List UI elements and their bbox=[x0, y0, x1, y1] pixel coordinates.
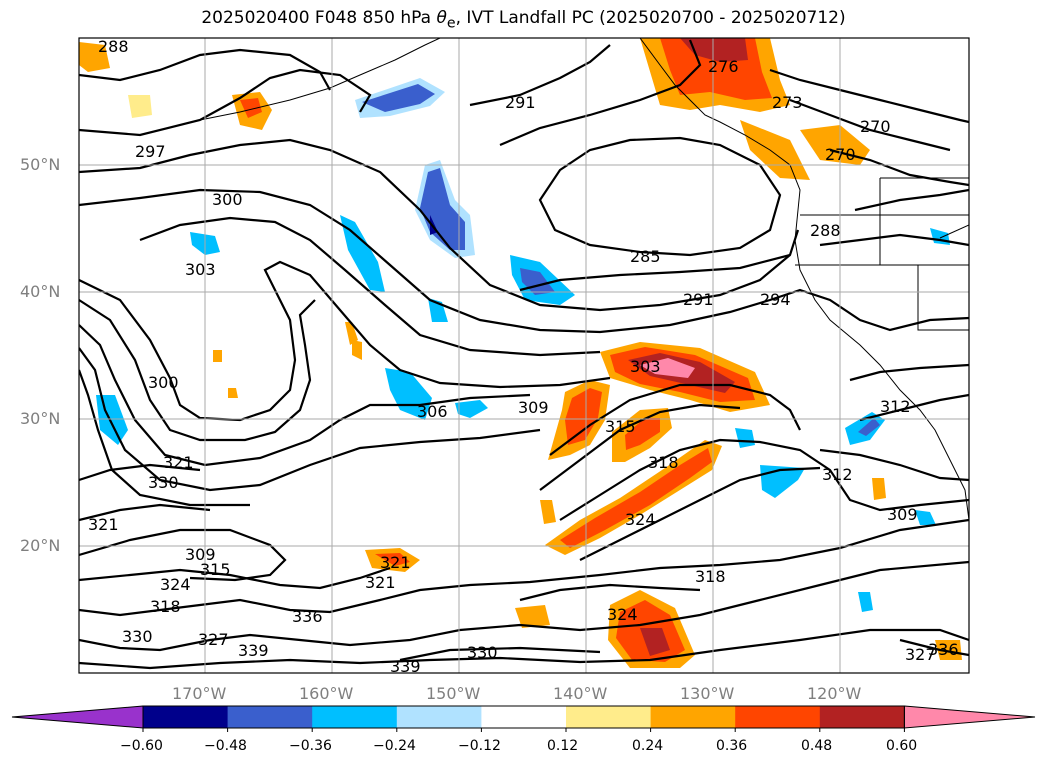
svg-text:297: 297 bbox=[135, 142, 166, 161]
colorbar-tick-label: 0.60 bbox=[886, 738, 918, 754]
lat-label-50: 50°N bbox=[20, 155, 61, 174]
svg-text:312: 312 bbox=[822, 465, 853, 484]
svg-text:270: 270 bbox=[825, 145, 856, 164]
colorbar-segment bbox=[143, 706, 229, 728]
svg-text:309: 309 bbox=[887, 505, 918, 524]
svg-text:306: 306 bbox=[417, 402, 448, 421]
colorbar-segment bbox=[481, 706, 567, 728]
lon-label-130w: 130°W bbox=[680, 684, 735, 703]
svg-text:294: 294 bbox=[760, 290, 791, 309]
svg-text:309: 309 bbox=[185, 545, 216, 564]
svg-text:327: 327 bbox=[198, 630, 229, 649]
svg-text:336: 336 bbox=[928, 640, 959, 659]
graticule bbox=[79, 38, 969, 673]
svg-text:315: 315 bbox=[200, 560, 231, 579]
colorbar-outline bbox=[142, 705, 905, 729]
colorbar-tick-label: −0.36 bbox=[289, 738, 332, 754]
svg-text:288: 288 bbox=[810, 221, 841, 240]
colorbar-tick-label: −0.24 bbox=[373, 738, 416, 754]
colorbar-tick-label: 0.48 bbox=[801, 738, 833, 754]
svg-text:315: 315 bbox=[605, 417, 636, 436]
map-frame bbox=[78, 37, 970, 674]
colorbar-extend-low bbox=[11, 705, 144, 729]
lon-label-150w: 150°W bbox=[426, 684, 481, 703]
lon-label-170w: 170°W bbox=[172, 684, 227, 703]
svg-text:303: 303 bbox=[185, 260, 216, 279]
svg-text:339: 339 bbox=[238, 641, 269, 660]
positive-patches bbox=[79, 38, 962, 668]
colorbar-segment bbox=[735, 706, 821, 728]
colorbar-segment bbox=[566, 706, 652, 728]
svg-text:321: 321 bbox=[88, 515, 119, 534]
colorbar-extend-high bbox=[903, 705, 1036, 729]
svg-text:270: 270 bbox=[860, 117, 891, 136]
svg-text:291: 291 bbox=[505, 93, 536, 112]
svg-text:324: 324 bbox=[607, 605, 638, 624]
svg-text:285: 285 bbox=[630, 247, 661, 266]
svg-text:330: 330 bbox=[148, 473, 179, 492]
map-title: 2025020400 F048 850 hPa θe, IVT Landfall… bbox=[201, 8, 846, 32]
lat-label-40: 40°N bbox=[20, 282, 61, 301]
lon-label-120w: 120°W bbox=[807, 684, 862, 703]
svg-text:291: 291 bbox=[683, 290, 714, 309]
contour-labels: 288 297 300 303 300 321 330 321 309 315 … bbox=[88, 37, 959, 676]
lon-label-160w: 160°W bbox=[299, 684, 354, 703]
colorbar-tick-label: 0.36 bbox=[716, 738, 748, 754]
colorbar-segment bbox=[819, 706, 905, 728]
svg-text:321: 321 bbox=[380, 553, 411, 572]
contours bbox=[79, 39, 969, 670]
svg-text:324: 324 bbox=[625, 510, 656, 529]
colorbar-segment bbox=[650, 706, 736, 728]
svg-text:300: 300 bbox=[148, 373, 179, 392]
colorbar-segment bbox=[312, 706, 398, 728]
colorbar bbox=[11, 705, 1036, 732]
lat-label-20: 20°N bbox=[20, 536, 61, 555]
svg-text:321: 321 bbox=[365, 573, 396, 592]
svg-text:318: 318 bbox=[695, 567, 726, 586]
svg-text:330: 330 bbox=[122, 627, 153, 646]
svg-text:324: 324 bbox=[160, 575, 191, 594]
svg-text:318: 318 bbox=[150, 597, 181, 616]
colorbar-segment bbox=[396, 706, 482, 728]
colorbar-tick-label: −0.60 bbox=[120, 738, 163, 754]
svg-text:312: 312 bbox=[880, 397, 911, 416]
colorbar-segment bbox=[227, 706, 313, 728]
svg-text:309: 309 bbox=[518, 398, 549, 417]
colorbar-tick-label: −0.48 bbox=[204, 738, 247, 754]
svg-text:327: 327 bbox=[905, 645, 936, 664]
svg-text:300: 300 bbox=[212, 190, 243, 209]
svg-text:339: 339 bbox=[390, 657, 421, 676]
lon-label-140w: 140°W bbox=[553, 684, 608, 703]
colorbar-tick-label: 0.24 bbox=[632, 738, 664, 754]
svg-text:321: 321 bbox=[163, 453, 194, 472]
svg-text:276: 276 bbox=[708, 57, 739, 76]
svg-text:330: 330 bbox=[467, 643, 498, 662]
lat-label-30: 30°N bbox=[20, 409, 61, 428]
map-content: 288 297 300 303 300 321 330 321 309 315 … bbox=[79, 37, 969, 676]
svg-text:273: 273 bbox=[772, 93, 803, 112]
colorbar-tick-label: −0.12 bbox=[458, 738, 501, 754]
svg-text:288: 288 bbox=[98, 37, 129, 56]
colorbar-tick-label: 0.12 bbox=[547, 738, 579, 754]
svg-text:303: 303 bbox=[630, 357, 661, 376]
svg-text:318: 318 bbox=[648, 453, 679, 472]
svg-text:336: 336 bbox=[292, 607, 323, 626]
